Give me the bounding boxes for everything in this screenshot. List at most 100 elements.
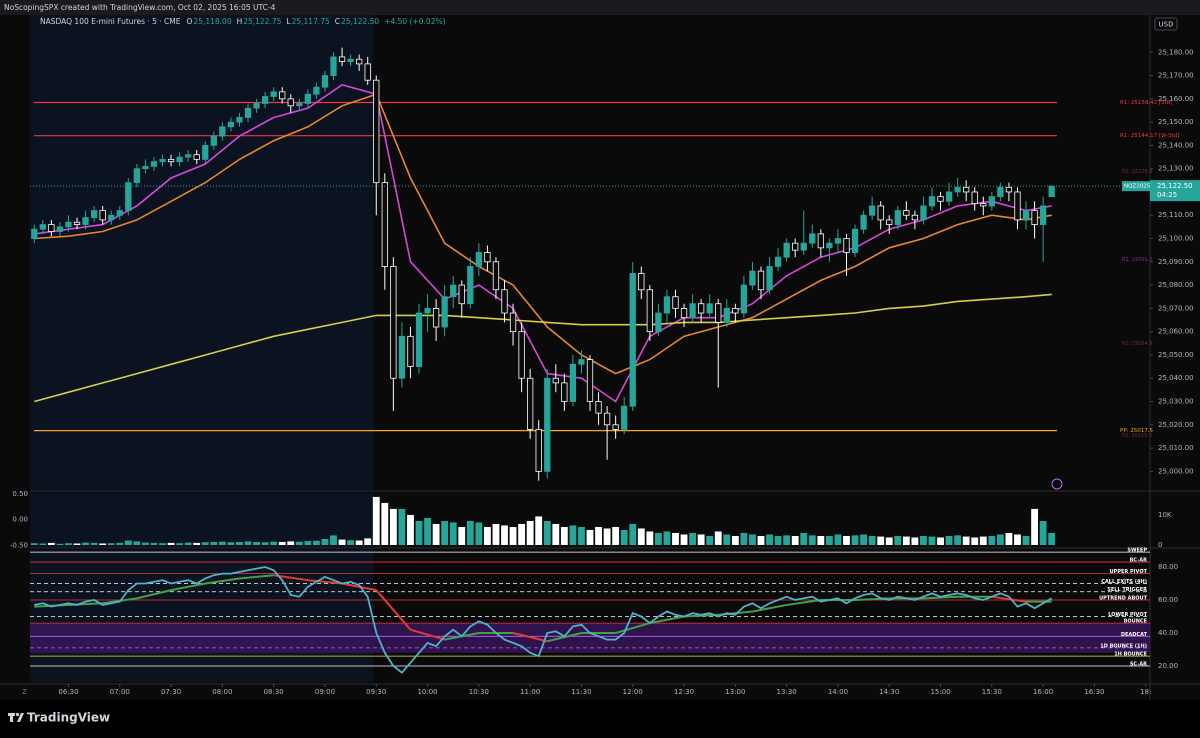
candle-body	[227, 121, 235, 128]
volume-bar	[543, 520, 551, 545]
volume-bar	[1039, 520, 1047, 545]
volume-bar	[749, 534, 756, 545]
volume-bar	[706, 535, 714, 545]
oscillator-level-label: UPPER PIVOT	[1110, 569, 1148, 575]
candle-body	[304, 93, 311, 104]
candle-body	[484, 252, 491, 263]
level-label: R1: 25054.9	[1122, 341, 1153, 347]
candle-body	[680, 307, 688, 319]
y-tick-label: 25,150.00	[1158, 118, 1194, 126]
volume-bar	[458, 526, 466, 545]
candle-body	[783, 242, 790, 258]
candle-body	[706, 303, 713, 314]
volume-bar	[90, 542, 98, 545]
volume-bar	[885, 537, 893, 545]
candle-body	[689, 303, 696, 319]
price-level-label: R1: 25158.42 [Std]	[1120, 100, 1172, 106]
candle-body	[663, 296, 671, 314]
level-label: P2: 25015.5	[1122, 433, 1152, 439]
volume-bar	[996, 534, 1004, 545]
signal-segment	[615, 622, 651, 634]
volume-bar	[637, 528, 645, 545]
candle-body	[851, 228, 859, 253]
symbol-title: NASDAQ 100 E-mini Futures · 5 · CME	[40, 17, 181, 26]
volume-bar	[432, 523, 440, 545]
volume-bar	[99, 543, 107, 545]
candle-body	[133, 168, 141, 184]
volume-bar	[817, 535, 825, 545]
volume-bar	[278, 541, 286, 545]
x-tick-label: 09:30	[366, 688, 386, 696]
volume-bar	[30, 543, 38, 545]
candle-body	[586, 359, 594, 402]
volume-bar	[612, 526, 620, 545]
x-tick-label: 10:30	[469, 688, 489, 696]
signal-segment	[341, 582, 377, 592]
volume-bar	[766, 534, 773, 545]
oscillator-level-label: SWEEP	[1127, 548, 1147, 554]
candle-body	[432, 307, 440, 328]
candle-body	[202, 144, 209, 160]
candle-body	[150, 161, 158, 167]
candle-body	[621, 405, 628, 430]
oscillator-level-label: SC-AR	[1130, 661, 1147, 667]
candle-body	[860, 214, 867, 230]
volume-bar	[654, 532, 662, 545]
price-label: 25,122.50	[1157, 182, 1193, 190]
candle-body	[911, 214, 919, 221]
volume-tick-label: 0	[1158, 541, 1162, 549]
candle-body	[509, 312, 517, 333]
candle-body	[356, 58, 363, 65]
y-tick-label: 25,100.00	[1158, 235, 1194, 243]
volume-bar	[595, 526, 602, 545]
volume-bar	[407, 514, 414, 545]
volume-bar	[851, 535, 859, 545]
signal-segment	[649, 615, 685, 625]
volume-bar	[578, 526, 585, 545]
candle-body	[125, 182, 132, 211]
volume-bar	[680, 534, 688, 545]
y-tick-label: 25,010.00	[1158, 444, 1194, 452]
candle-body	[809, 233, 816, 244]
oscillator-tick-label: 20.00	[1158, 662, 1178, 670]
y-tick-label: 25,060.00	[1158, 328, 1194, 336]
candle-body	[330, 56, 337, 76]
volume-bar	[586, 529, 594, 545]
y-tick-label: 25,050.00	[1158, 351, 1194, 359]
volume-bar	[894, 535, 902, 545]
volume-bar	[928, 536, 936, 545]
candle-body	[381, 182, 388, 267]
candle-body	[945, 191, 953, 202]
candle-body	[552, 377, 559, 384]
candle-body	[1014, 191, 1021, 221]
volume-bar	[911, 537, 919, 545]
candle-body	[963, 186, 970, 193]
volume-bar	[73, 543, 81, 545]
candle-body	[988, 196, 995, 207]
volume-bar	[201, 542, 209, 545]
candle-body	[757, 270, 765, 291]
candle-body	[415, 312, 423, 367]
candle-body	[603, 412, 611, 426]
oscillator-level-label: 1H BOUNCE	[1114, 652, 1147, 658]
y-tick-label: 25,020.00	[1158, 421, 1194, 429]
oscillator-level-label: 1D BOUNCE (1H)	[1100, 643, 1147, 649]
candle-body	[971, 191, 978, 205]
volume-bar	[56, 543, 64, 545]
moving-average	[34, 93, 1052, 375]
volume-bar	[82, 542, 89, 545]
legend-key: H	[237, 17, 243, 26]
candle-body	[569, 363, 577, 402]
candle-body	[732, 307, 739, 314]
candle-body	[1031, 210, 1038, 225]
volume-bar	[133, 541, 141, 545]
candle-body	[31, 228, 38, 239]
x-tick-label: 15:30	[982, 688, 1002, 696]
volume-bar	[193, 542, 201, 545]
y-tick-label: 25,110.00	[1158, 211, 1194, 219]
volume-bar	[218, 541, 226, 545]
top-bar	[0, 0, 1200, 15]
candle-body	[886, 219, 893, 225]
volume-bar	[663, 531, 671, 545]
